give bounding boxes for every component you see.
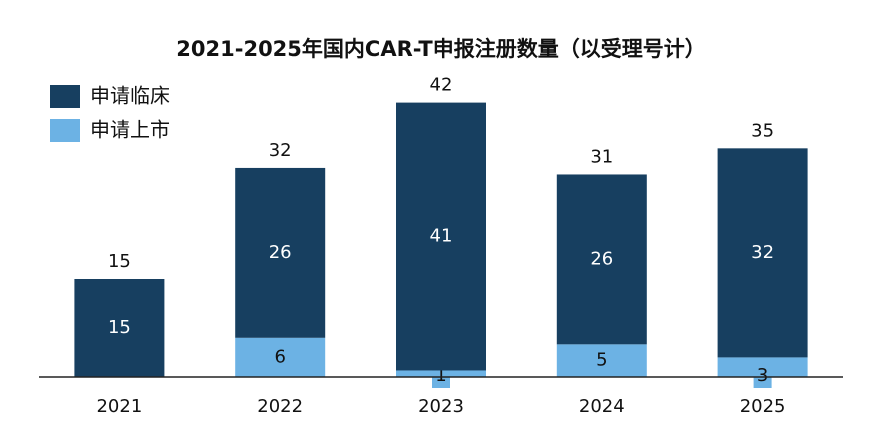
bar-segment	[556, 174, 647, 345]
bar-segment	[717, 148, 808, 358]
data-label: 32	[751, 242, 774, 263]
x-tick-label: 2024	[579, 396, 625, 417]
legend-label: 申请临床	[90, 84, 170, 108]
total-label: 15	[108, 251, 131, 272]
data-label: 15	[108, 317, 131, 338]
total-label: 42	[430, 75, 453, 96]
data-label: 5	[596, 350, 607, 371]
bar-segment	[235, 167, 326, 338]
bar-segment	[556, 344, 647, 377]
legend-swatch	[50, 119, 80, 142]
data-label: 6	[274, 346, 285, 367]
label-background	[753, 364, 772, 388]
x-tick-label: 2025	[740, 396, 786, 417]
bar-segment	[396, 102, 486, 371]
bar-segment	[235, 337, 326, 377]
total-label: 35	[751, 120, 774, 141]
chart-title: 2021-2025年国内CAR-T申报注册数量（以受理号计）	[176, 37, 705, 61]
legend-label: 申请上市	[90, 118, 170, 142]
data-label: 26	[590, 248, 613, 269]
legend-swatch	[50, 85, 80, 108]
data-label: 41	[430, 226, 453, 247]
x-tick-label: 2023	[418, 396, 464, 417]
x-tick-label: 2022	[257, 396, 303, 417]
data-label: 3	[757, 365, 768, 386]
data-label: 26	[269, 242, 292, 263]
data-label: 1	[435, 365, 446, 386]
x-tick-label: 2021	[96, 396, 142, 417]
total-label: 31	[590, 146, 613, 167]
total-label: 32	[269, 140, 292, 161]
bar-segment	[74, 279, 165, 377]
